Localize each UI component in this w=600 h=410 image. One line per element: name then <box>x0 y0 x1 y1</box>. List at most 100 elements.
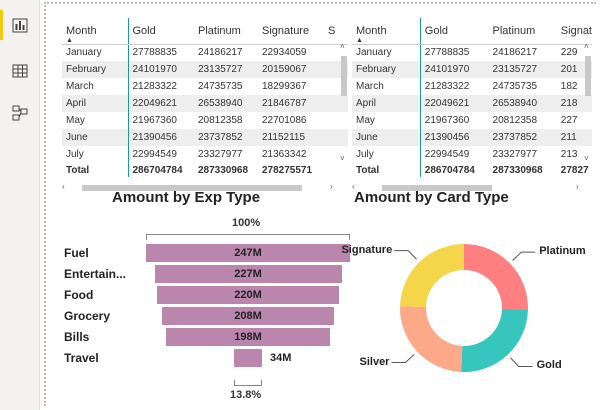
model-view-button[interactable] <box>0 94 40 132</box>
value-cell: 24186217 <box>194 44 258 61</box>
value-cell <box>324 112 348 129</box>
donut-slice[interactable] <box>400 306 463 372</box>
scroll-down-icon[interactable]: ˅ <box>340 154 345 163</box>
scroll-down-icon[interactable]: ˅ <box>584 154 589 163</box>
value-cell: 24186217 <box>488 44 557 61</box>
scroll-thumb[interactable] <box>585 56 591 96</box>
donut-leader-line <box>394 250 417 260</box>
value-cell: 26538940 <box>488 95 557 112</box>
column-header-gold[interactable]: Gold <box>420 18 489 45</box>
value-cell: 211 <box>556 129 592 146</box>
value-cell: 24735735 <box>488 78 557 95</box>
table-row: June 21390456 23737852 21152115 <box>62 129 348 146</box>
value-cell: 201 <box>556 61 592 78</box>
scroll-right-icon[interactable]: › <box>330 182 333 191</box>
row-month-cell: June <box>62 129 129 146</box>
row-month-cell: April <box>352 95 421 112</box>
funnel-bar[interactable]: 220M <box>157 286 339 304</box>
scroll-up-icon[interactable]: ˄ <box>584 42 589 51</box>
value-cell: 229 <box>556 44 592 61</box>
donut-slice-label: Platinum <box>539 245 586 258</box>
donut-slice-label: Signature <box>341 243 393 256</box>
value-cell: 23737852 <box>194 129 258 146</box>
report-canvas: Month ▲ Gold Platinum Signature S January… <box>44 2 596 406</box>
row-month-cell: June <box>352 129 421 146</box>
horizontal-scrollbar-left[interactable]: ‹ › <box>62 182 338 192</box>
row-month-cell: March <box>62 78 129 95</box>
donut-leader-line <box>391 353 415 364</box>
value-cell: 24101970 <box>420 61 489 78</box>
funnel-bar[interactable]: 208M <box>162 307 334 325</box>
donut-slice[interactable] <box>461 308 528 372</box>
table-row: January 27788835 24186217 22934059 <box>62 44 348 61</box>
value-cell: 21390456 <box>128 129 194 146</box>
value-cell: 20812358 <box>194 112 258 129</box>
value-cell: 227 <box>556 112 592 129</box>
scroll-up-icon[interactable]: ˄ <box>340 42 345 51</box>
value-cell: 213 <box>556 146 592 163</box>
table-row: February 24101970 23135727 201 <box>352 61 592 78</box>
funnel-bottom-percent: 13.8% <box>230 389 262 401</box>
value-cell: 20159067 <box>258 61 324 78</box>
funnel-category-label: Bills <box>64 330 90 344</box>
row-month-cell: January <box>352 44 421 61</box>
matrix-table-right: Month ▲ Gold Platinum Signat January 27788… <box>352 18 592 177</box>
vertical-scrollbar-right[interactable]: ˄ ˅ <box>584 42 592 166</box>
funnel-category-label: Travel <box>64 351 99 365</box>
horizontal-scrollbar-right[interactable]: ‹ › <box>352 182 584 192</box>
data-view-button[interactable] <box>0 52 40 90</box>
scroll-thumb[interactable] <box>382 185 492 191</box>
table-row: July 22994549 23327977 21363342 <box>62 146 348 163</box>
matrix-table-left: Month ▲ Gold Platinum Signature S January… <box>62 18 348 177</box>
funnel-bar[interactable]: 227M <box>154 265 342 283</box>
table-visual-left[interactable]: Month ▲ Gold Platinum Signature S January… <box>62 18 348 192</box>
column-header-gold[interactable]: Gold <box>128 18 194 45</box>
funnel-bar[interactable] <box>234 349 262 367</box>
row-month-cell: January <box>62 44 129 61</box>
value-cell: 21152115 <box>258 129 324 146</box>
column-header-signature[interactable]: Signature <box>258 18 324 45</box>
scroll-thumb[interactable] <box>341 56 347 96</box>
value-cell: 22994549 <box>420 146 489 163</box>
value-cell: 21363342 <box>258 146 324 163</box>
donut-slice[interactable] <box>400 244 464 307</box>
donut-slice-label: Silver <box>359 355 390 368</box>
table-row: March 21283322 24735735 18299367 <box>62 78 348 95</box>
row-month-cell: March <box>352 78 421 95</box>
funnel-value-label: 208M <box>234 310 262 322</box>
donut-chart[interactable] <box>346 218 596 398</box>
value-cell: 24101970 <box>128 61 194 78</box>
scroll-left-icon[interactable]: ‹ <box>352 182 355 191</box>
value-cell: 23327977 <box>488 146 557 163</box>
scroll-right-icon[interactable]: › <box>576 182 579 191</box>
column-header-platinum[interactable]: Platinum <box>488 18 557 45</box>
vertical-scrollbar-left[interactable]: ˄ ˅ <box>340 42 348 166</box>
bar-chart-icon <box>12 18 28 33</box>
table-row: April 22049621 26538940 21846787 <box>62 95 348 112</box>
funnel-category-label: Food <box>64 288 94 302</box>
value-cell <box>324 146 348 163</box>
top-percent-bracket <box>146 234 350 240</box>
report-view-button[interactable] <box>0 6 40 44</box>
column-header-platinum[interactable]: Platinum <box>194 18 258 45</box>
scroll-left-icon[interactable]: ‹ <box>62 182 65 191</box>
value-cell: 22994549 <box>128 146 194 163</box>
funnel-bar[interactable]: 247M <box>146 244 350 262</box>
value-cell <box>324 95 348 112</box>
table-row: June 21390456 23737852 211 <box>352 129 592 146</box>
column-header-silver-truncated[interactable]: S <box>324 18 348 45</box>
total-value: 287330968 <box>194 163 258 177</box>
column-header-month[interactable]: Month ▲ <box>352 18 421 45</box>
column-header-month[interactable]: Month ▲ <box>62 18 129 45</box>
column-header-signature-truncated[interactable]: Signat <box>556 18 592 45</box>
table-row: March 21283322 24735735 182 <box>352 78 592 95</box>
value-cell: 21283322 <box>420 78 489 95</box>
table-visual-right[interactable]: Month ▲ Gold Platinum Signat January 27788… <box>352 18 592 192</box>
funnel-bar[interactable]: 198M <box>166 328 330 346</box>
table-row: February 24101970 23135727 20159067 <box>62 61 348 78</box>
table-row: April 22049621 26538940 218 <box>352 95 592 112</box>
donut-slice[interactable] <box>464 244 528 310</box>
funnel-value-label: 227M <box>234 268 262 280</box>
scroll-thumb[interactable] <box>82 185 302 191</box>
sort-ascending-icon: ▲ <box>356 36 363 44</box>
